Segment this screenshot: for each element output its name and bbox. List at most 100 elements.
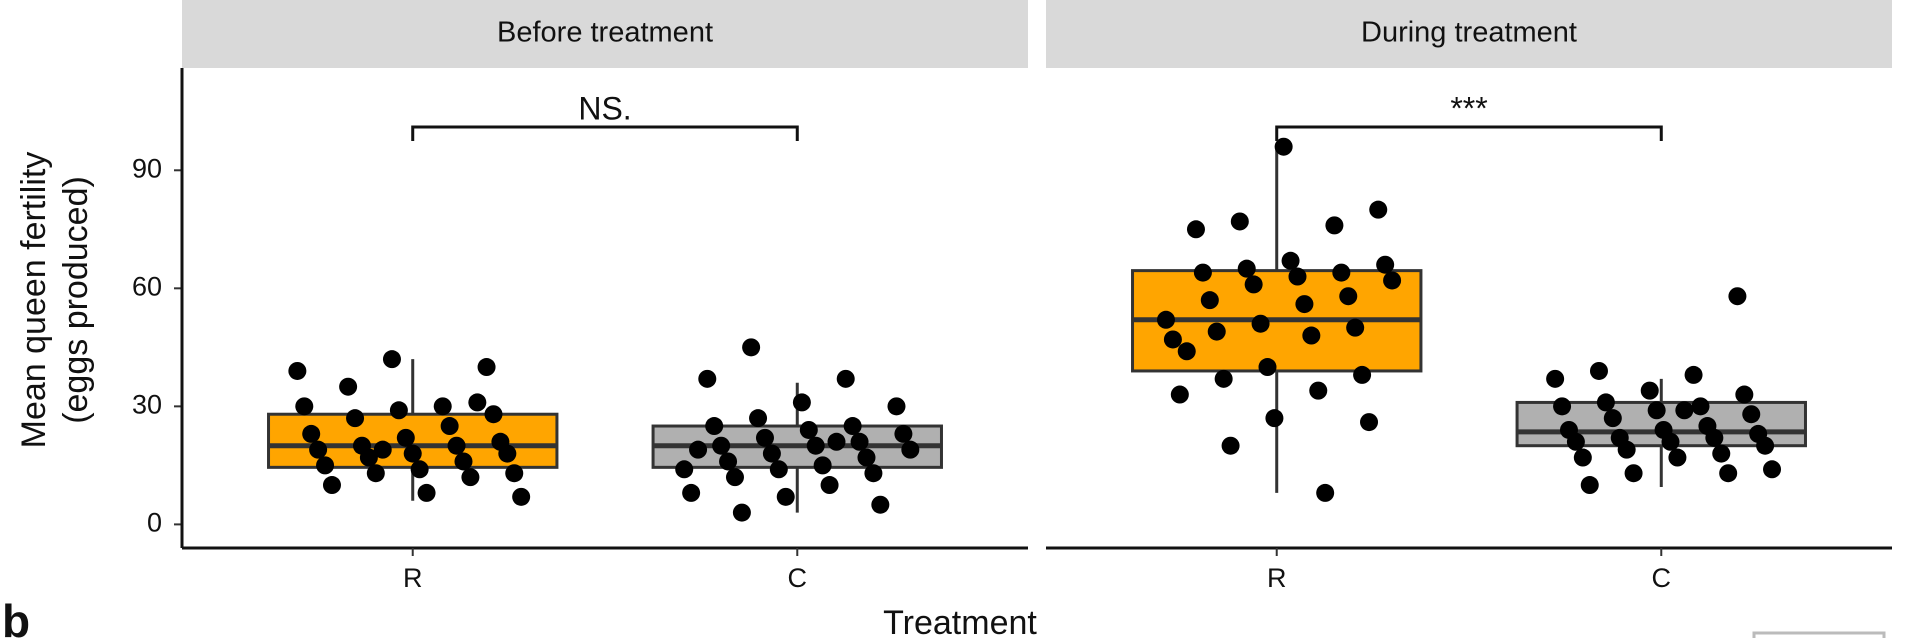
data-point bbox=[1251, 314, 1270, 333]
strip bbox=[1046, 0, 1892, 68]
data-point bbox=[769, 460, 788, 479]
data-point bbox=[1186, 220, 1205, 239]
data-point bbox=[725, 468, 744, 487]
data-point bbox=[417, 483, 436, 502]
data-point bbox=[1376, 255, 1395, 274]
data-point bbox=[887, 397, 906, 416]
data-point bbox=[894, 424, 913, 443]
data-point bbox=[776, 487, 795, 506]
data-point bbox=[1603, 409, 1622, 428]
data-point bbox=[403, 444, 422, 463]
data-point bbox=[1207, 322, 1226, 341]
data-point bbox=[1719, 464, 1738, 483]
data-point bbox=[1617, 440, 1636, 459]
data-point bbox=[1712, 444, 1731, 463]
y-axis-label: Mean queen fertility (eggs produced) bbox=[15, 152, 95, 449]
data-point bbox=[295, 397, 314, 416]
data-point bbox=[850, 432, 869, 451]
data-point bbox=[1742, 405, 1761, 424]
data-point bbox=[1735, 385, 1754, 404]
data-point bbox=[1170, 385, 1189, 404]
y-axis-label-line: (eggs produced) bbox=[57, 176, 95, 424]
data-point bbox=[792, 393, 811, 412]
data-point bbox=[505, 464, 524, 483]
data-point bbox=[749, 409, 768, 428]
data-point bbox=[1288, 267, 1307, 286]
data-point bbox=[1325, 216, 1344, 235]
data-point bbox=[1339, 287, 1358, 306]
data-point bbox=[410, 460, 429, 479]
data-point bbox=[1580, 476, 1599, 495]
data-point bbox=[1668, 448, 1687, 467]
data-point bbox=[1163, 330, 1182, 349]
y-tick-label: 0 bbox=[147, 508, 162, 538]
data-point bbox=[1316, 483, 1335, 502]
data-point bbox=[316, 456, 335, 475]
data-point bbox=[705, 417, 724, 436]
y-tick-label: 90 bbox=[132, 153, 162, 183]
data-point bbox=[871, 495, 890, 514]
data-point bbox=[1265, 409, 1284, 428]
data-point bbox=[675, 460, 694, 479]
strip-title: Before treatment bbox=[497, 17, 713, 49]
data-point bbox=[396, 428, 415, 447]
panel-label: b bbox=[2, 595, 30, 638]
x-tick-label: R bbox=[403, 563, 423, 593]
data-point bbox=[1200, 291, 1219, 310]
data-point bbox=[1553, 397, 1572, 416]
data-point bbox=[373, 440, 392, 459]
significance-bracket bbox=[1275, 125, 1663, 142]
x-tick-label: C bbox=[788, 563, 808, 593]
data-point bbox=[719, 452, 738, 471]
significance-label: *** bbox=[1450, 90, 1487, 126]
data-point bbox=[447, 436, 466, 455]
data-point bbox=[1281, 251, 1300, 270]
data-point bbox=[1573, 448, 1592, 467]
data-point bbox=[1156, 310, 1175, 329]
data-point bbox=[366, 464, 385, 483]
data-point bbox=[1237, 259, 1256, 278]
data-point bbox=[322, 476, 341, 495]
data-point bbox=[1295, 295, 1314, 314]
data-point bbox=[1763, 460, 1782, 479]
data-point bbox=[288, 361, 307, 380]
data-point bbox=[698, 369, 717, 388]
data-point bbox=[813, 456, 832, 475]
data-point bbox=[901, 440, 920, 459]
y-tick-label: 60 bbox=[132, 271, 162, 301]
data-point bbox=[302, 424, 321, 443]
data-point bbox=[1332, 263, 1351, 282]
data-point bbox=[806, 436, 825, 455]
data-point bbox=[498, 444, 517, 463]
y-axis-label-line: Mean queen fertility bbox=[15, 152, 53, 449]
significance-label: NS. bbox=[578, 90, 631, 126]
data-point bbox=[742, 338, 761, 357]
data-point bbox=[1640, 381, 1659, 400]
data-point bbox=[1728, 287, 1747, 306]
data-point bbox=[755, 428, 774, 447]
data-point bbox=[1675, 401, 1694, 420]
data-point bbox=[712, 436, 731, 455]
data-point bbox=[1230, 212, 1249, 231]
data-point bbox=[461, 468, 480, 487]
data-point bbox=[1383, 271, 1402, 290]
data-point bbox=[468, 393, 487, 412]
data-point bbox=[1684, 365, 1703, 384]
strip-title: During treatment bbox=[1361, 17, 1577, 49]
data-point bbox=[1360, 413, 1379, 432]
data-point bbox=[820, 476, 839, 495]
data-point bbox=[1193, 263, 1212, 282]
strip bbox=[182, 0, 1028, 68]
data-point bbox=[1596, 393, 1615, 412]
data-point bbox=[1309, 381, 1328, 400]
x-tick-label: C bbox=[1652, 563, 1672, 593]
data-point bbox=[857, 448, 876, 467]
data-point bbox=[682, 483, 701, 502]
data-point bbox=[440, 417, 459, 436]
data-point bbox=[454, 452, 473, 471]
data-point bbox=[433, 397, 452, 416]
data-point bbox=[382, 350, 401, 369]
y-tick-label: 30 bbox=[132, 389, 162, 419]
data-point bbox=[1661, 432, 1680, 451]
